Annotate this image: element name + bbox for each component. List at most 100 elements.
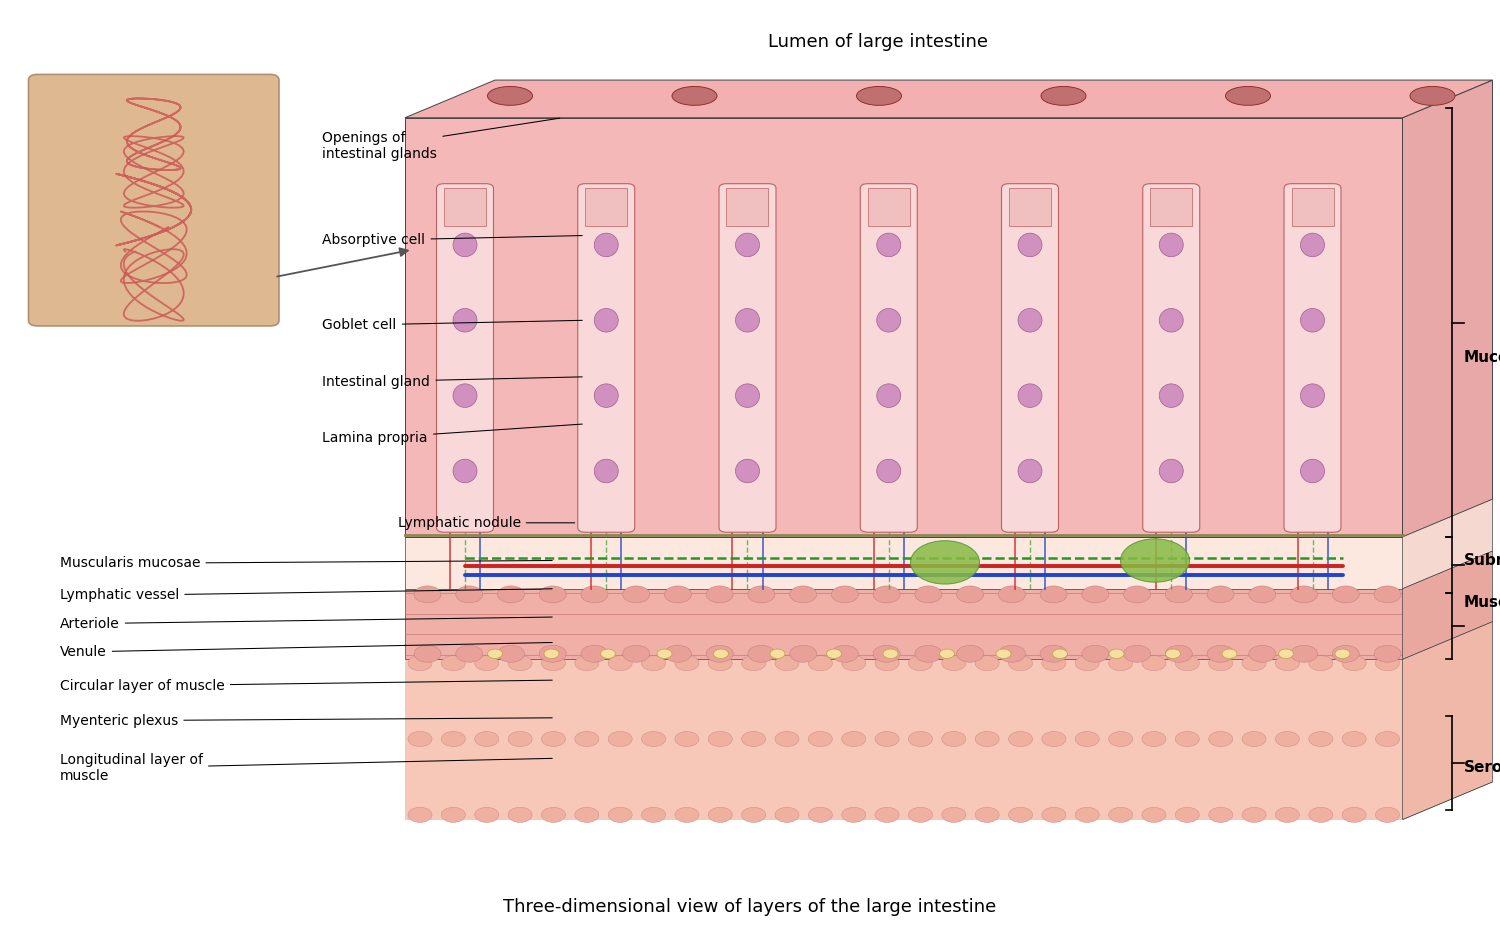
Circle shape	[1332, 645, 1359, 662]
Circle shape	[1076, 656, 1100, 671]
Text: Submucosa: Submucosa	[1464, 553, 1500, 568]
Ellipse shape	[453, 233, 477, 256]
Circle shape	[664, 645, 692, 662]
Circle shape	[574, 656, 598, 671]
Circle shape	[1310, 807, 1334, 822]
Circle shape	[1108, 731, 1132, 746]
Circle shape	[776, 656, 800, 671]
Circle shape	[441, 656, 465, 671]
Circle shape	[842, 807, 866, 822]
Ellipse shape	[594, 309, 618, 332]
Circle shape	[675, 731, 699, 746]
Circle shape	[1082, 645, 1108, 662]
Text: Arteriole: Arteriole	[60, 617, 552, 630]
Circle shape	[574, 731, 598, 746]
Ellipse shape	[1300, 384, 1324, 407]
Circle shape	[1208, 586, 1234, 603]
Circle shape	[456, 645, 483, 662]
Text: Lymphatic nodule: Lymphatic nodule	[398, 516, 574, 529]
Circle shape	[544, 649, 560, 658]
Circle shape	[910, 541, 980, 584]
Ellipse shape	[1410, 87, 1455, 106]
Circle shape	[748, 645, 776, 662]
Circle shape	[456, 586, 483, 603]
Circle shape	[408, 807, 432, 822]
Circle shape	[488, 649, 502, 658]
Circle shape	[1042, 807, 1066, 822]
Ellipse shape	[1160, 309, 1184, 332]
Circle shape	[776, 731, 800, 746]
Circle shape	[1124, 645, 1150, 662]
Ellipse shape	[672, 87, 717, 106]
Circle shape	[1342, 656, 1366, 671]
Circle shape	[600, 649, 615, 658]
Circle shape	[1250, 586, 1276, 603]
FancyBboxPatch shape	[1284, 184, 1341, 532]
Circle shape	[1042, 731, 1066, 746]
Ellipse shape	[453, 460, 477, 483]
Circle shape	[1142, 731, 1166, 746]
Ellipse shape	[1019, 460, 1042, 483]
Polygon shape	[405, 80, 1492, 118]
Circle shape	[942, 807, 966, 822]
Circle shape	[842, 731, 866, 746]
Circle shape	[608, 731, 631, 746]
Text: Openings of
intestinal glands: Openings of intestinal glands	[322, 118, 560, 161]
Polygon shape	[405, 537, 1402, 589]
Circle shape	[827, 649, 842, 658]
Text: Mucosa: Mucosa	[1464, 350, 1500, 365]
Circle shape	[1008, 807, 1032, 822]
Ellipse shape	[1160, 233, 1184, 256]
Ellipse shape	[1300, 309, 1324, 332]
Circle shape	[873, 586, 900, 603]
Circle shape	[884, 649, 898, 658]
Circle shape	[1332, 586, 1359, 603]
Circle shape	[874, 731, 898, 746]
Text: Muscularis mucosae: Muscularis mucosae	[60, 557, 552, 570]
Circle shape	[1108, 807, 1132, 822]
Circle shape	[509, 807, 532, 822]
Ellipse shape	[594, 460, 618, 483]
Circle shape	[1310, 731, 1334, 746]
Circle shape	[542, 656, 566, 671]
Circle shape	[1076, 807, 1100, 822]
Circle shape	[657, 649, 672, 658]
Circle shape	[509, 656, 532, 671]
FancyBboxPatch shape	[861, 184, 918, 532]
Circle shape	[909, 807, 933, 822]
Ellipse shape	[735, 384, 759, 407]
Text: Circular layer of muscle: Circular layer of muscle	[60, 679, 552, 692]
Text: Serosa: Serosa	[1464, 760, 1500, 775]
Bar	[726, 188, 768, 226]
Circle shape	[1376, 807, 1400, 822]
Circle shape	[874, 807, 898, 822]
Circle shape	[1008, 731, 1032, 746]
Circle shape	[1275, 807, 1299, 822]
Circle shape	[748, 586, 776, 603]
Circle shape	[942, 656, 966, 671]
Circle shape	[538, 586, 566, 603]
Circle shape	[789, 645, 816, 662]
Circle shape	[608, 807, 631, 822]
Bar	[444, 188, 486, 226]
Circle shape	[538, 645, 566, 662]
Circle shape	[1250, 645, 1276, 662]
Circle shape	[414, 586, 441, 603]
Circle shape	[1042, 656, 1066, 671]
Circle shape	[842, 656, 866, 671]
Circle shape	[776, 807, 800, 822]
Ellipse shape	[1019, 384, 1042, 407]
Polygon shape	[1402, 622, 1492, 820]
Circle shape	[789, 586, 816, 603]
Ellipse shape	[876, 460, 900, 483]
Polygon shape	[405, 782, 1492, 820]
Circle shape	[1242, 731, 1266, 746]
Ellipse shape	[1300, 460, 1324, 483]
Circle shape	[1376, 656, 1400, 671]
Polygon shape	[405, 118, 1402, 537]
Circle shape	[999, 645, 1026, 662]
Ellipse shape	[735, 309, 759, 332]
FancyBboxPatch shape	[578, 184, 634, 532]
Circle shape	[708, 656, 732, 671]
Circle shape	[714, 649, 729, 658]
